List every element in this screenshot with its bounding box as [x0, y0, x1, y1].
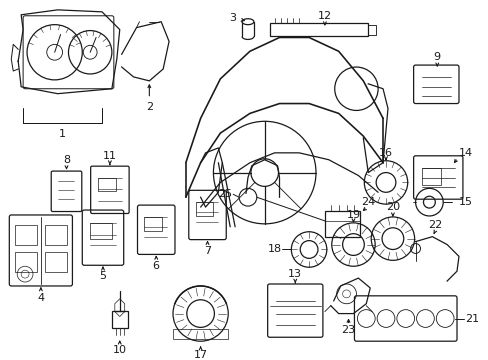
Text: 2: 2 [145, 102, 153, 112]
Bar [90, 223, 112, 239]
Text: 14: 14 [458, 148, 472, 158]
Bar [173, 329, 228, 339]
Text: 21: 21 [464, 314, 478, 324]
Text: 9: 9 [433, 52, 440, 62]
Bar [112, 311, 127, 328]
Text: 17: 17 [193, 350, 207, 360]
Text: 18: 18 [267, 244, 281, 255]
Text: 7: 7 [203, 247, 211, 256]
Bar [15, 252, 37, 272]
Bar [269, 23, 367, 36]
Text: 1: 1 [59, 129, 66, 139]
Text: 8: 8 [63, 155, 70, 165]
Bar [324, 211, 360, 237]
Text: 13: 13 [288, 269, 302, 279]
Text: 6: 6 [152, 261, 160, 271]
Text: 20: 20 [385, 202, 399, 212]
Text: 24: 24 [361, 197, 375, 207]
Text: 3: 3 [229, 13, 236, 23]
Text: 19: 19 [346, 210, 360, 220]
Text: 16: 16 [378, 148, 392, 158]
Text: 15: 15 [458, 197, 472, 207]
Bar [15, 225, 37, 244]
Text: 23: 23 [341, 325, 355, 336]
Bar [98, 177, 116, 191]
Bar [45, 252, 66, 272]
Text: 25: 25 [218, 189, 232, 199]
Text: 11: 11 [102, 151, 117, 161]
Text: 5: 5 [99, 271, 106, 281]
Text: 12: 12 [317, 11, 331, 21]
Bar [367, 24, 375, 35]
Text: 4: 4 [37, 293, 44, 303]
Bar [421, 168, 440, 185]
Text: 22: 22 [427, 220, 442, 230]
Bar [195, 202, 213, 216]
Bar [45, 225, 66, 244]
Text: 10: 10 [113, 345, 126, 355]
Bar [144, 217, 162, 231]
